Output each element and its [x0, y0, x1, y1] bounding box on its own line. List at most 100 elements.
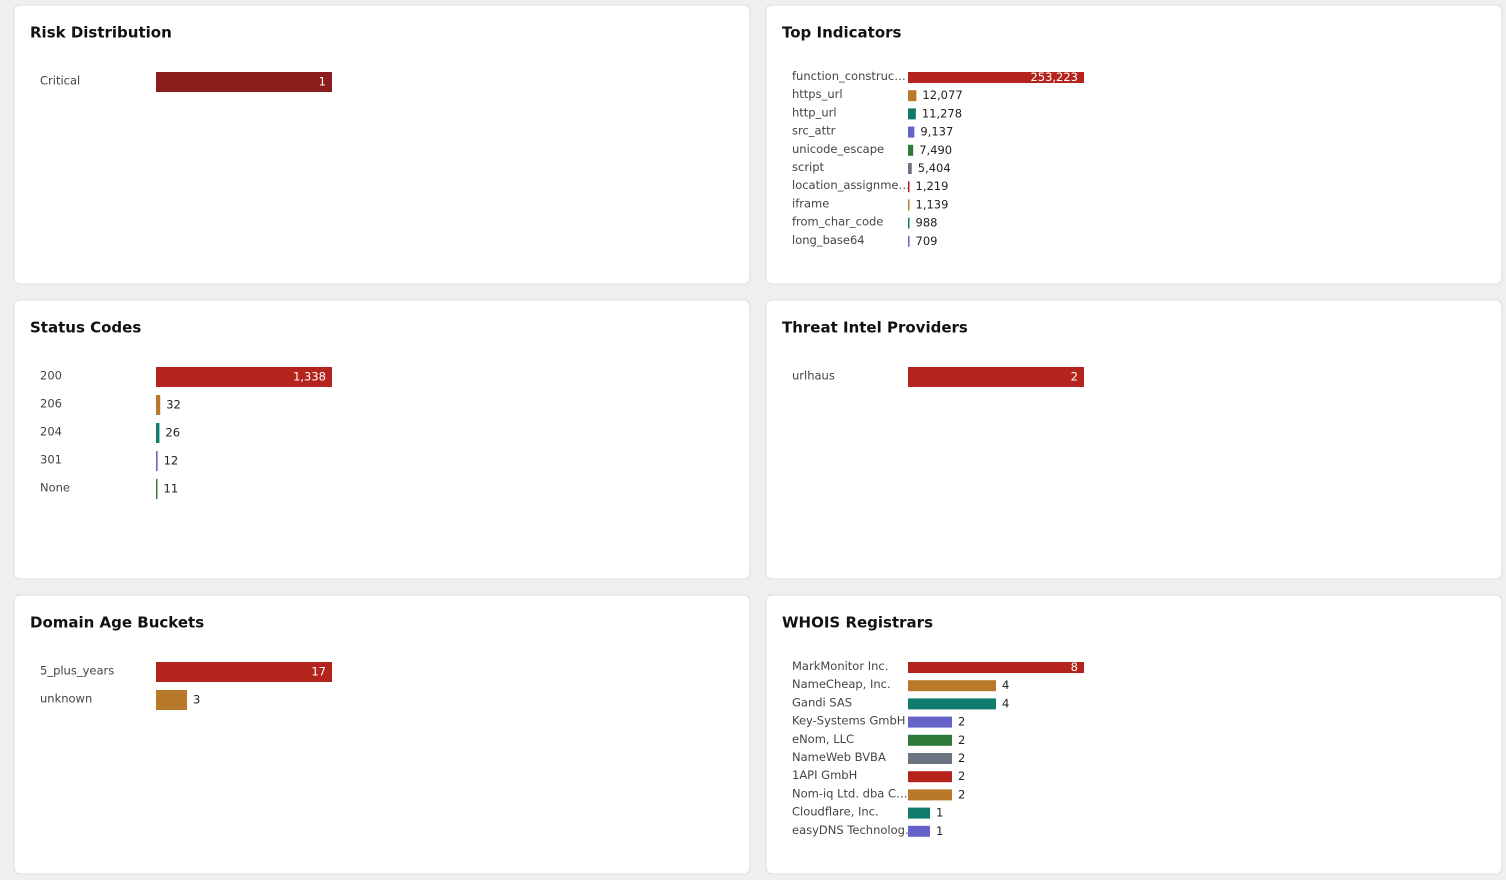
bar [908, 235, 910, 247]
bar [908, 217, 910, 229]
category-label: easyDNS Technolog… [792, 823, 916, 837]
category-label: from_char_code [792, 215, 883, 229]
category-label: function_construc… [792, 69, 906, 83]
chart-title: Domain Age Buckets [30, 614, 204, 632]
value-label: 4 [1002, 678, 1009, 692]
chart-title: Status Codes [30, 319, 141, 337]
value-label: 2 [1071, 370, 1078, 384]
value-label: 1 [936, 824, 943, 838]
value-label: 11,278 [922, 106, 962, 120]
category-label: https_url [792, 87, 843, 101]
chart-panel: Status Codes 200 1,338 206 32 204 26 301 12 None 1… [13, 299, 751, 580]
chart-title: Risk Distribution [30, 24, 172, 42]
bar [908, 662, 1084, 673]
category-label: unknown [40, 692, 92, 706]
bar [908, 367, 1084, 387]
chart-title: Top Indicators [782, 24, 902, 42]
value-label: 5,404 [918, 161, 951, 175]
chart-panel: Top Indicators function_construc… 253,223 h… [765, 4, 1503, 285]
value-label: 1,338 [293, 370, 326, 384]
bar [908, 771, 952, 783]
category-label: src_attr [792, 124, 836, 138]
panel-background [13, 299, 751, 580]
value-label: 2 [958, 751, 965, 765]
panel-background [765, 299, 1503, 580]
panel-background [13, 4, 751, 285]
value-label: 4 [1002, 696, 1009, 710]
category-label: 204 [40, 425, 62, 439]
value-label: 1,139 [916, 197, 949, 211]
bar [908, 199, 910, 211]
bar [908, 789, 952, 801]
chart-panel: Domain Age Buckets 5_plus_years 17 unknown 3 [13, 594, 751, 875]
category-label: unicode_escape [792, 142, 884, 156]
category-label: 5_plus_years [40, 664, 114, 678]
value-label: 26 [165, 426, 180, 440]
value-label: 988 [916, 216, 938, 230]
category-label: 200 [40, 369, 62, 383]
bar [156, 479, 158, 499]
chart-title: WHOIS Registrars [782, 614, 933, 632]
category-label: Key-Systems GmbH [792, 714, 905, 728]
category-label: Critical [40, 74, 80, 88]
value-label: 2 [958, 787, 965, 801]
bar [156, 72, 332, 92]
category-label: Nom-iq Ltd. dba C… [792, 786, 908, 800]
chart-title: Threat Intel Providers [782, 319, 968, 337]
bar [908, 72, 1084, 83]
value-label: 17 [311, 665, 326, 679]
category-label: long_base64 [792, 233, 865, 247]
category-label: http_url [792, 105, 837, 119]
bar [908, 126, 915, 138]
category-label: urlhaus [792, 369, 835, 383]
category-label: 1API GmbH [792, 768, 857, 782]
value-label: 2 [958, 733, 965, 747]
category-label: 301 [40, 453, 62, 467]
bar [156, 395, 161, 415]
bar [908, 698, 996, 710]
category-label: eNom, LLC [792, 732, 854, 746]
category-label: script [792, 160, 825, 174]
bar [156, 423, 160, 443]
bar [908, 825, 930, 837]
value-label: 8 [1071, 660, 1078, 674]
value-label: 2 [958, 769, 965, 783]
bar [908, 680, 996, 692]
value-label: 1 [319, 75, 326, 89]
category-label: None [40, 481, 70, 495]
bar [156, 690, 188, 710]
category-label: Cloudflare, Inc. [792, 805, 879, 819]
bar [156, 367, 332, 387]
value-label: 2 [958, 715, 965, 729]
bar [908, 716, 952, 728]
category-label: Gandi SAS [792, 695, 852, 709]
category-label: MarkMonitor Inc. [792, 659, 888, 673]
bar [156, 662, 332, 682]
value-label: 32 [166, 398, 181, 412]
bar [908, 108, 916, 120]
value-label: 11 [164, 482, 179, 496]
value-label: 12,077 [922, 88, 962, 102]
bar [156, 451, 158, 471]
category-label: NameWeb BVBA [792, 750, 886, 764]
value-label: 9,137 [920, 125, 953, 139]
value-label: 253,223 [1030, 70, 1078, 84]
bar [908, 734, 952, 746]
value-label: 1 [936, 806, 943, 820]
bar [908, 144, 914, 156]
category-label: NameCheap, Inc. [792, 677, 891, 691]
value-label: 3 [193, 693, 200, 707]
bar [908, 807, 930, 819]
bar [908, 163, 912, 174]
value-label: 709 [916, 234, 938, 248]
value-label: 7,490 [919, 143, 952, 157]
chart-panel: Risk Distribution Critical 1 [13, 4, 751, 285]
category-label: 206 [40, 397, 62, 411]
bar [908, 753, 952, 764]
value-label: 12 [164, 454, 179, 468]
chart-panel: Threat Intel Providers urlhaus 2 [765, 299, 1503, 580]
category-label: iframe [792, 196, 829, 210]
bar [908, 90, 917, 102]
category-label: location_assignme… [792, 178, 910, 192]
